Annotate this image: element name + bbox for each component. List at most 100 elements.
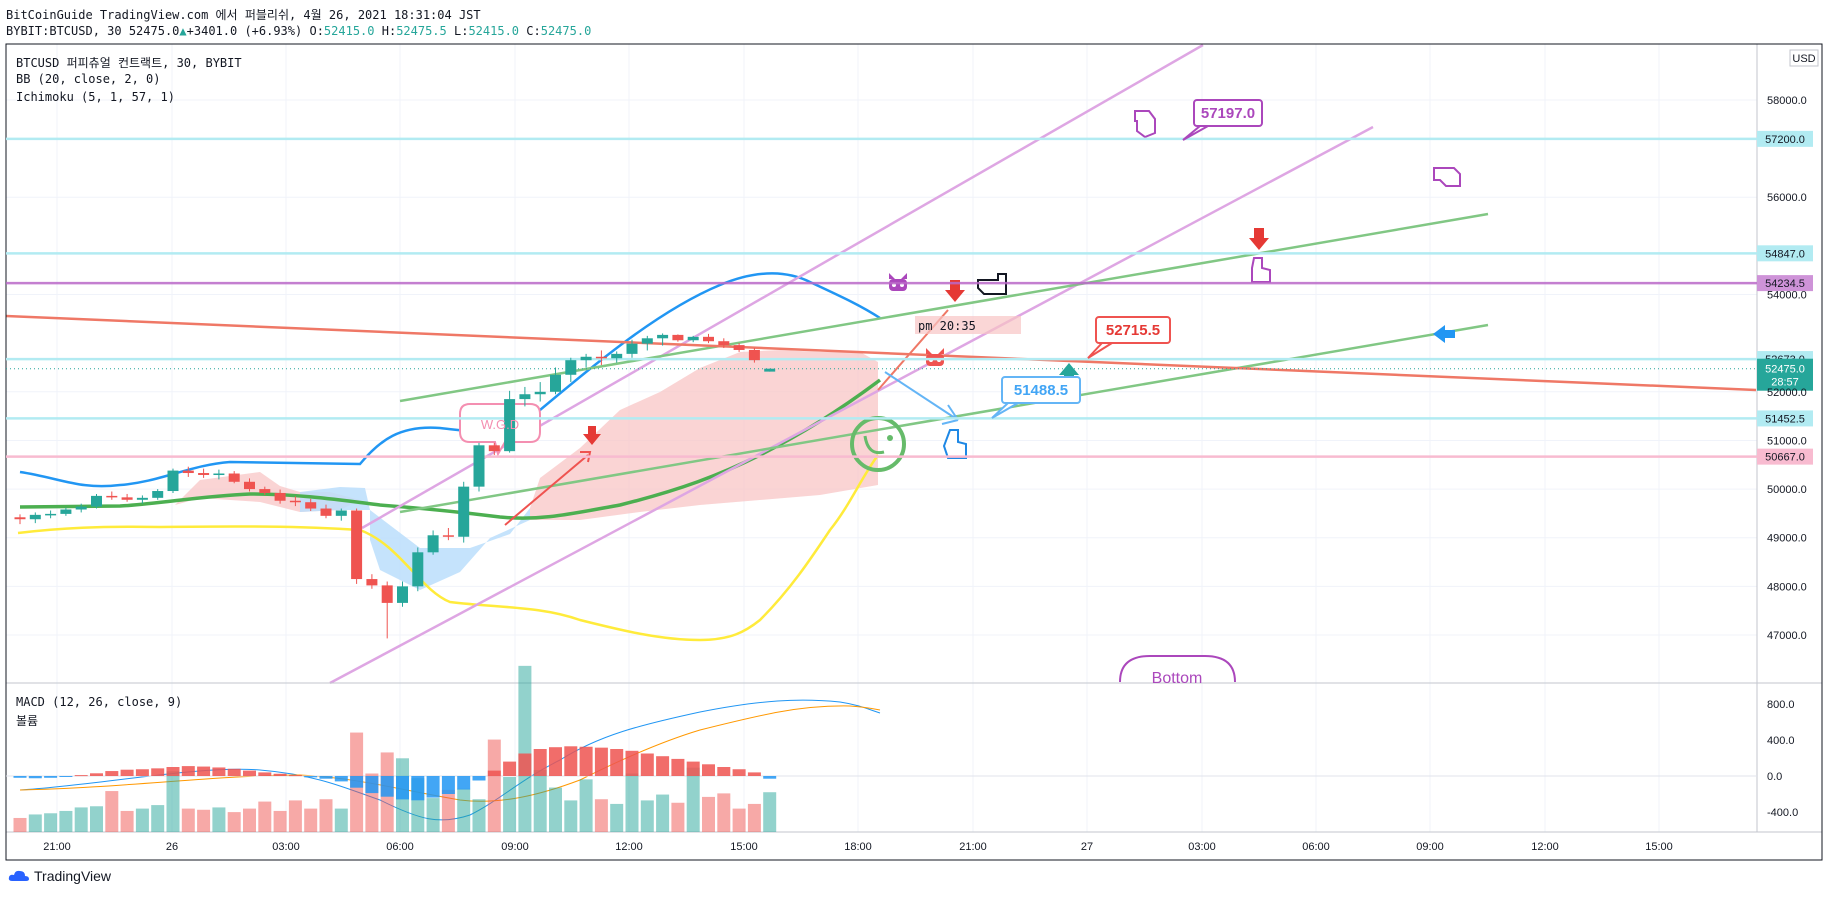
macd-tick-2: 0.0	[1767, 771, 1782, 783]
macd-hist-8	[135, 769, 149, 776]
volume-bar-17	[273, 810, 287, 832]
macd-tick-1: 400.0	[1767, 735, 1795, 747]
volume-bar-19	[304, 808, 318, 832]
macd-hist-5	[90, 773, 103, 776]
volume-bar-16	[258, 801, 272, 832]
callout-tail-1	[1087, 342, 1113, 359]
volume-bar-46	[717, 793, 731, 832]
volume-bar-3	[59, 810, 73, 832]
high-value: 52475.5	[396, 24, 447, 38]
usd-badge	[1789, 49, 1819, 67]
candle-35	[550, 374, 561, 392]
macd-hist-49	[763, 776, 777, 779]
wgd-bubble	[459, 403, 541, 457]
legend-ichimoku: Ichimoku (5, 1, 57, 1)	[16, 90, 175, 104]
time-tick-0: 21:00	[43, 841, 71, 853]
price-tick-6: 54000.0	[1767, 290, 1807, 302]
hand-pointer-icon-purple-2	[1433, 167, 1461, 187]
blue-line	[884, 371, 959, 425]
time-marker-label: pm 20:35	[918, 319, 976, 333]
candle-11	[182, 470, 194, 474]
high-label: H:	[381, 24, 397, 38]
legend-macd: MACD (12, 26, close, 9)	[16, 695, 183, 709]
volume-bar-8	[135, 808, 149, 832]
level-badge-0	[1757, 130, 1813, 147]
change: +3401.0 (+6.93%)	[186, 24, 303, 38]
macd-hist-19	[304, 776, 318, 778]
macd-hist-46	[717, 767, 731, 776]
candle-48	[748, 349, 760, 361]
macd-tick-0: 800.0	[1767, 699, 1795, 711]
hand-pointer-icon-blue	[942, 429, 967, 459]
macd-hist-29	[457, 776, 471, 790]
macd-hist-35	[549, 747, 562, 776]
time-tick-11: 06:00	[1302, 841, 1330, 853]
red-arrow-head	[580, 451, 592, 463]
candle-47	[733, 345, 745, 350]
axes: 47000.0 48000.0 49000.0 50000.0 51000.0 52000…	[43, 49, 1819, 853]
candle-39	[611, 353, 623, 359]
time-tick-14: 15:00	[1645, 841, 1673, 853]
candle-21	[335, 510, 347, 516]
macd-hist-27	[426, 776, 440, 798]
callout-label-0: 57197.0	[1201, 105, 1255, 122]
macd-hist-2	[44, 776, 58, 778]
volume-bar-14	[227, 812, 241, 832]
macd-hist-4	[74, 775, 88, 777]
candle-6	[106, 495, 118, 498]
time-tick-4: 09:00	[501, 841, 529, 853]
macd-hist-13	[212, 767, 226, 776]
volume-bar-48	[747, 803, 761, 832]
footer-brand[interactable]: TradingView	[8, 868, 111, 884]
macd-panel	[6, 665, 1757, 832]
legend-title: BTCUSD 퍼피츄얼 컨트랙트, 30, BYBIT	[16, 56, 242, 70]
candle-16	[259, 489, 271, 493]
volume-bar-27	[426, 798, 440, 832]
macd-hist-48	[747, 772, 761, 776]
candle-4	[75, 506, 87, 510]
candle-18	[289, 500, 301, 503]
volume-bar-38	[594, 799, 608, 832]
macd-hist-14	[227, 768, 241, 776]
macd-hist-20	[319, 776, 333, 779]
time-marker-box	[915, 316, 1021, 334]
candle-44	[687, 336, 699, 341]
macd-hist-0	[13, 776, 27, 778]
price-tick-4: 51000.0	[1767, 435, 1807, 447]
time-tick-7: 18:00	[844, 841, 872, 853]
macd-hist-18	[288, 775, 302, 777]
macd-hist-25	[396, 776, 409, 800]
close-value: 52475.0	[540, 24, 592, 38]
volume-bar-12	[197, 809, 211, 832]
macd-hist-28	[441, 776, 455, 794]
candle-42	[657, 334, 669, 339]
time-tick-5: 12:00	[615, 841, 643, 853]
volume-bar-21	[334, 808, 348, 832]
low-label: L:	[454, 24, 469, 38]
candle-38	[595, 356, 607, 359]
candle-41	[641, 338, 653, 344]
candle-28	[442, 535, 454, 537]
macd-hist-6	[105, 771, 119, 776]
price-tick-2: 49000.0	[1767, 533, 1807, 545]
candle-1	[29, 514, 41, 520]
level-badge-2	[1757, 275, 1813, 292]
candle-19	[305, 502, 317, 509]
volume-bar-4	[74, 807, 88, 832]
low-value: 52415.0	[468, 24, 520, 38]
level-label-6: 50667.0	[1765, 452, 1805, 464]
callout-label-2: 51488.5	[1014, 382, 1068, 399]
price-tick-8: 58000.0	[1767, 95, 1807, 107]
red-arrow-up	[504, 454, 589, 526]
macd-hist-12	[197, 766, 211, 776]
ichimoku-cloud-blue	[370, 508, 530, 590]
volume-bar-42	[656, 794, 670, 832]
candle-24	[381, 585, 393, 603]
candle-8	[136, 497, 148, 500]
level-label-0: 57200.0	[1765, 134, 1805, 146]
open-value: 52415.0	[323, 24, 375, 38]
candle-3	[60, 509, 72, 514]
time-tick-1: 26	[166, 841, 178, 853]
red-down-arrow-icon	[945, 280, 965, 302]
